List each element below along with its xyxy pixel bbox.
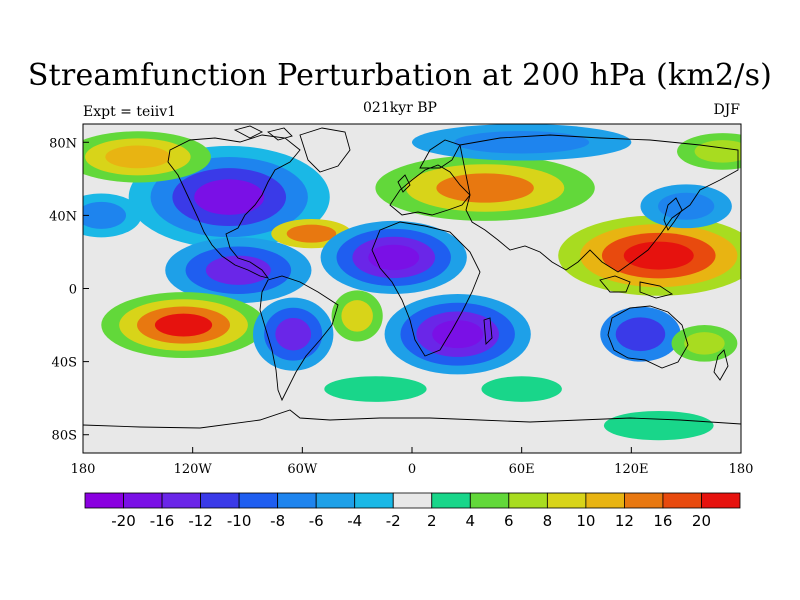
colorbar-swatch — [701, 492, 741, 509]
season-label: DJF — [713, 102, 740, 118]
coastlines — [83, 125, 741, 429]
contour-region — [286, 224, 337, 243]
contour-region — [454, 131, 590, 154]
coast-southeast-asia-islands — [599, 275, 674, 299]
colorbar-swatch — [84, 492, 124, 509]
contour-region — [154, 313, 213, 337]
coast-antarctica — [83, 409, 741, 429]
colorbar-swatch — [315, 492, 356, 509]
contour-region — [368, 244, 420, 271]
coast-new-zealand — [713, 349, 729, 381]
y-tick-label: 40S — [52, 356, 77, 371]
contour-region — [436, 173, 534, 203]
y-tick-label: 80S — [52, 429, 77, 444]
field-contours — [83, 124, 741, 453]
coast-south-america — [259, 275, 339, 402]
contour-region — [275, 317, 312, 351]
colorbar-swatch — [277, 492, 317, 509]
colorbar-swatch — [508, 492, 548, 509]
colorbar-label: 12 — [615, 512, 634, 530]
colorbar-label: -4 — [347, 512, 362, 530]
colorbar-label: -8 — [270, 512, 285, 530]
x-tick-label: 60W — [287, 462, 318, 477]
contour-region — [684, 332, 725, 355]
contour-region — [481, 376, 562, 402]
colorbar-swatch — [123, 492, 163, 509]
colorbar-label: 8 — [543, 512, 553, 530]
colorbar-label: -12 — [188, 512, 213, 530]
contour-region — [194, 179, 265, 215]
coast-arctic-islands — [233, 125, 293, 141]
contour-region — [615, 317, 666, 352]
colorbar-swatch — [546, 492, 587, 509]
contour-region — [324, 376, 427, 402]
coast-australia — [607, 305, 689, 369]
colorbar-label: -20 — [111, 512, 136, 530]
x-tick-label: 60E — [509, 462, 535, 477]
contour-region — [623, 241, 694, 270]
colorbar-label: -2 — [386, 512, 401, 530]
x-tick-label: 0 — [408, 462, 416, 477]
x-tick-label: 120E — [614, 462, 648, 477]
coast-europe — [389, 164, 471, 216]
x-tick-label: 180 — [71, 462, 96, 477]
coast-japan — [663, 197, 683, 231]
colorbar: -20 -16 -12 -10 -8 -6 -4 -2 2 4 6 8 10 12 16 20 — [84, 492, 741, 530]
colorbar-label: 4 — [466, 512, 476, 530]
coast-greenland — [299, 127, 351, 173]
x-tick-label: 120W — [174, 462, 213, 477]
coast-madagascar — [483, 317, 493, 346]
colorbar-swatch — [624, 492, 664, 509]
colorbar-swatch — [238, 492, 279, 509]
map-title: Streamfunction Perturbation at 200 hPa (… — [27, 58, 773, 93]
colorbar-label: 6 — [504, 512, 514, 530]
contour-region — [341, 300, 373, 332]
contour-region — [658, 192, 715, 220]
contour-region — [432, 320, 484, 349]
axis-ticks: 180 120W 60W 0 60E 120E 180 80N 40N 0 40S 80S — [49, 136, 753, 477]
colorbar-swatch — [161, 492, 201, 509]
colorbar-label: 10 — [576, 512, 595, 530]
colorbar-swatch — [392, 492, 433, 509]
contour-region — [205, 255, 271, 285]
coast-africa — [371, 221, 481, 357]
period-label: 021kyr BP — [363, 100, 437, 116]
x-tick-label: 180 — [729, 462, 754, 477]
experiment-label: Expt = teiiv1 — [83, 104, 177, 120]
contour-region — [603, 410, 714, 441]
colorbar-label: 16 — [653, 512, 672, 530]
contour-region — [83, 201, 127, 229]
colorbar-swatch — [354, 492, 394, 509]
colorbar-label: 2 — [427, 512, 437, 530]
coast-asia — [459, 134, 739, 273]
colorbar-swatch — [431, 492, 471, 509]
y-tick-label: 40N — [49, 209, 77, 224]
colorbar-label: -6 — [309, 512, 324, 530]
contour-region — [694, 140, 741, 163]
coast-north-america — [167, 134, 301, 279]
contour-region — [105, 145, 171, 169]
colorbar-label: -16 — [150, 512, 175, 530]
y-tick-label: 80N — [49, 136, 77, 151]
coast-british-isles — [397, 174, 411, 193]
colorbar-swatch — [469, 492, 510, 509]
y-tick-label: 0 — [69, 283, 77, 298]
colorbar-swatch — [585, 492, 625, 509]
colorbar-label: 20 — [692, 512, 711, 530]
colorbar-swatch — [200, 492, 240, 509]
colorbar-label: -10 — [227, 512, 252, 530]
colorbar-swatch — [662, 492, 702, 509]
